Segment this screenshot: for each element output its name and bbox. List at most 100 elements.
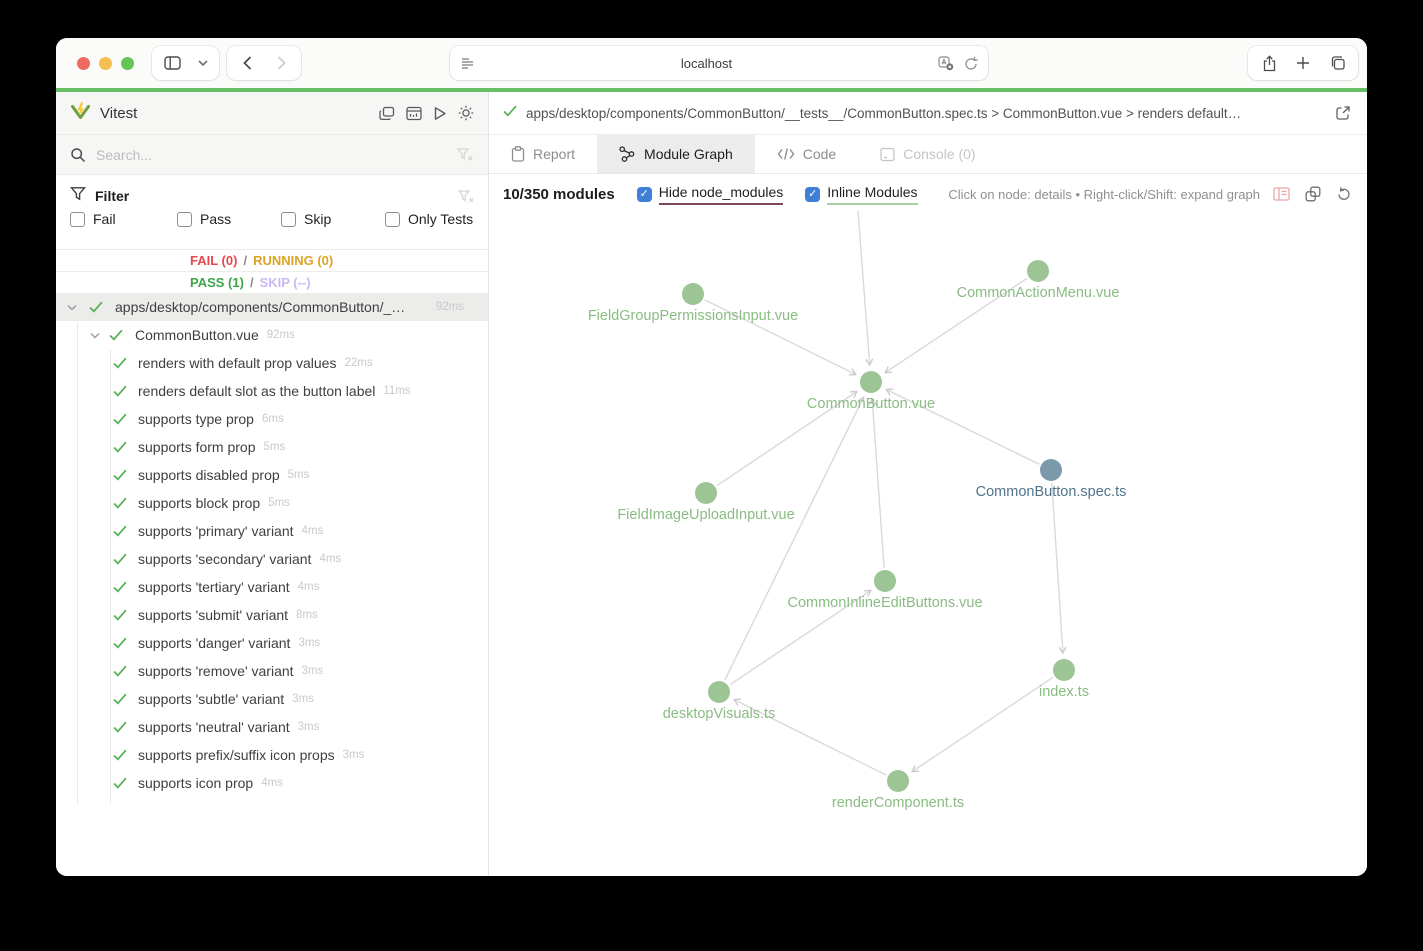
graph-node-desktopVisuals.ts[interactable]: [708, 681, 730, 703]
pass-check-icon: [113, 413, 127, 425]
chevron-down-icon[interactable]: [190, 46, 216, 80]
sidebar-toggle-group: [152, 46, 219, 80]
minimize-button[interactable]: [99, 57, 112, 70]
test-row[interactable]: supports 'subtle' variant 3ms: [56, 685, 488, 713]
checkbox-icon[interactable]: [70, 211, 85, 227]
zoom-button[interactable]: [121, 57, 134, 70]
test-row[interactable]: supports disabled prop 5ms: [56, 461, 488, 489]
reader-icon[interactable]: [460, 56, 475, 70]
filter-label: Filter: [95, 188, 130, 204]
open-in-editor-icon[interactable]: [1335, 105, 1351, 121]
translate-icon[interactable]: [938, 55, 954, 71]
browser-window: localhost: [56, 38, 1367, 876]
graph-node-label: CommonInlineEditButtons.vue: [787, 595, 982, 611]
close-button[interactable]: [77, 57, 90, 70]
tab-console[interactable]: Console (0): [858, 135, 997, 173]
share-icon[interactable]: [1252, 46, 1286, 80]
tab-code[interactable]: Code: [755, 135, 858, 173]
test-row[interactable]: supports 'primary' variant 4ms: [56, 517, 488, 545]
address-bar[interactable]: localhost: [450, 46, 988, 80]
graph-edge: [733, 698, 887, 776]
tab-module-graph[interactable]: Module Graph: [597, 135, 755, 173]
clear-filter-icon[interactable]: [458, 189, 474, 204]
forward-button[interactable]: [264, 46, 298, 80]
tree-row-suite[interactable]: CommonButton.vue 92ms: [56, 321, 488, 349]
tab-report[interactable]: Report: [489, 135, 597, 173]
search-icon: [70, 147, 86, 168]
pass-check-icon: [113, 637, 127, 649]
reset-graph-icon[interactable]: [1336, 186, 1351, 202]
module-graph-svg[interactable]: FieldGroupPermissionsInput.vue CommonActi…: [489, 174, 1367, 876]
toggle-sidebar-icon[interactable]: [156, 46, 190, 80]
filter-icon: [69, 186, 87, 206]
graph-header: 10/350 modules ✓ Hide node_modules ✓ Inl…: [489, 174, 1367, 214]
test-row[interactable]: renders with default prop values 22ms: [56, 349, 488, 377]
pass-check-icon: [113, 581, 127, 593]
indent-guide: [110, 350, 111, 804]
pass-check-icon: [113, 693, 127, 705]
checkbox-icon[interactable]: [281, 211, 296, 227]
graph-node-index.ts[interactable]: [1053, 659, 1075, 681]
toggle-hide-node-modules[interactable]: ✓ Hide node_modules: [636, 184, 784, 205]
pass-check-icon: [113, 665, 127, 677]
test-row[interactable]: supports 'remove' variant 3ms: [56, 657, 488, 685]
pass-check-icon: [113, 749, 127, 761]
vitest-progress-bar: [56, 88, 1367, 92]
filter-option-skip[interactable]: Skip: [281, 208, 331, 230]
graph-edge: [1051, 482, 1067, 655]
pass-check-icon: [503, 104, 517, 122]
filter-option-fail[interactable]: Fail: [70, 208, 116, 230]
chevron-down-icon[interactable]: [90, 332, 100, 339]
sidebar-header: Vitest: [56, 92, 488, 135]
test-row[interactable]: supports form prop 5ms: [56, 433, 488, 461]
skip-count: SKIP (--): [259, 275, 311, 290]
export-graph-icon[interactable]: [1305, 186, 1321, 202]
graph-node-FieldGroupPermissionsInput.vue[interactable]: [682, 283, 704, 305]
tab-overview-icon[interactable]: [1320, 46, 1354, 80]
dashboard-icon[interactable]: [406, 106, 422, 121]
checkbox-checked-icon[interactable]: ✓: [636, 186, 652, 202]
test-row[interactable]: supports 'neutral' variant 3ms: [56, 713, 488, 741]
checkbox-icon[interactable]: [385, 211, 400, 227]
test-row[interactable]: supports 'secondary' variant 4ms: [56, 545, 488, 573]
test-row[interactable]: supports type prop 6ms: [56, 405, 488, 433]
test-row[interactable]: supports 'danger' variant 3ms: [56, 629, 488, 657]
node-details-icon[interactable]: [1273, 187, 1290, 201]
checkbox-icon[interactable]: [177, 211, 192, 227]
run-all-icon[interactable]: [433, 106, 447, 121]
toggle-inline-modules[interactable]: ✓ Inline Modules: [805, 184, 918, 205]
tree-row-file[interactable]: apps/desktop/components/CommonButton/_… …: [56, 293, 488, 321]
graph-node-CommonActionMenu.vue[interactable]: [1027, 260, 1049, 282]
filter-option-pass[interactable]: Pass: [177, 208, 231, 230]
test-row[interactable]: renders default slot as the button label…: [56, 377, 488, 405]
filter-option-only-tests[interactable]: Only Tests: [385, 208, 473, 230]
test-row[interactable]: supports prefix/suffix icon props 3ms: [56, 741, 488, 769]
graph-node-label: CommonActionMenu.vue: [957, 285, 1120, 301]
test-row[interactable]: supports 'submit' variant 8ms: [56, 601, 488, 629]
clear-search-filter-icon[interactable]: [456, 147, 473, 167]
new-tab-icon[interactable]: [1286, 46, 1320, 80]
test-row[interactable]: supports block prop 5ms: [56, 489, 488, 517]
filter-section-header: Filter: [69, 185, 474, 207]
search-input[interactable]: [96, 135, 448, 174]
theme-toggle-icon[interactable]: [458, 105, 474, 121]
test-row[interactable]: supports icon prop 4ms: [56, 769, 488, 797]
chevron-down-icon[interactable]: [67, 304, 77, 311]
test-row[interactable]: supports 'tertiary' variant 4ms: [56, 573, 488, 601]
reload-icon[interactable]: [964, 56, 978, 71]
breadcrumb: apps/desktop/components/CommonButton/__t…: [489, 92, 1367, 135]
graph-node-CommonInlineEditButtons.vue[interactable]: [874, 570, 896, 592]
pass-check-icon: [89, 301, 103, 313]
indent-guide: [77, 322, 78, 804]
graph-node-renderComponent.ts[interactable]: [887, 770, 909, 792]
back-button[interactable]: [230, 46, 264, 80]
url-text[interactable]: localhost: [680, 55, 733, 71]
graph-node-CommonButton.spec.ts[interactable]: [1040, 459, 1062, 481]
modules-count: 10/350 modules: [503, 185, 615, 203]
graph-node-CommonButton.vue[interactable]: [860, 371, 882, 393]
summary-row-pass-skip: PASS (1) / SKIP (--): [56, 271, 488, 293]
graph-hint: Click on node: details • Right-click/Shi…: [948, 186, 1260, 202]
collapse-panels-icon[interactable]: [379, 106, 395, 121]
checkbox-checked-icon[interactable]: ✓: [805, 186, 821, 202]
graph-node-FieldImageUploadInput.vue[interactable]: [695, 482, 717, 504]
